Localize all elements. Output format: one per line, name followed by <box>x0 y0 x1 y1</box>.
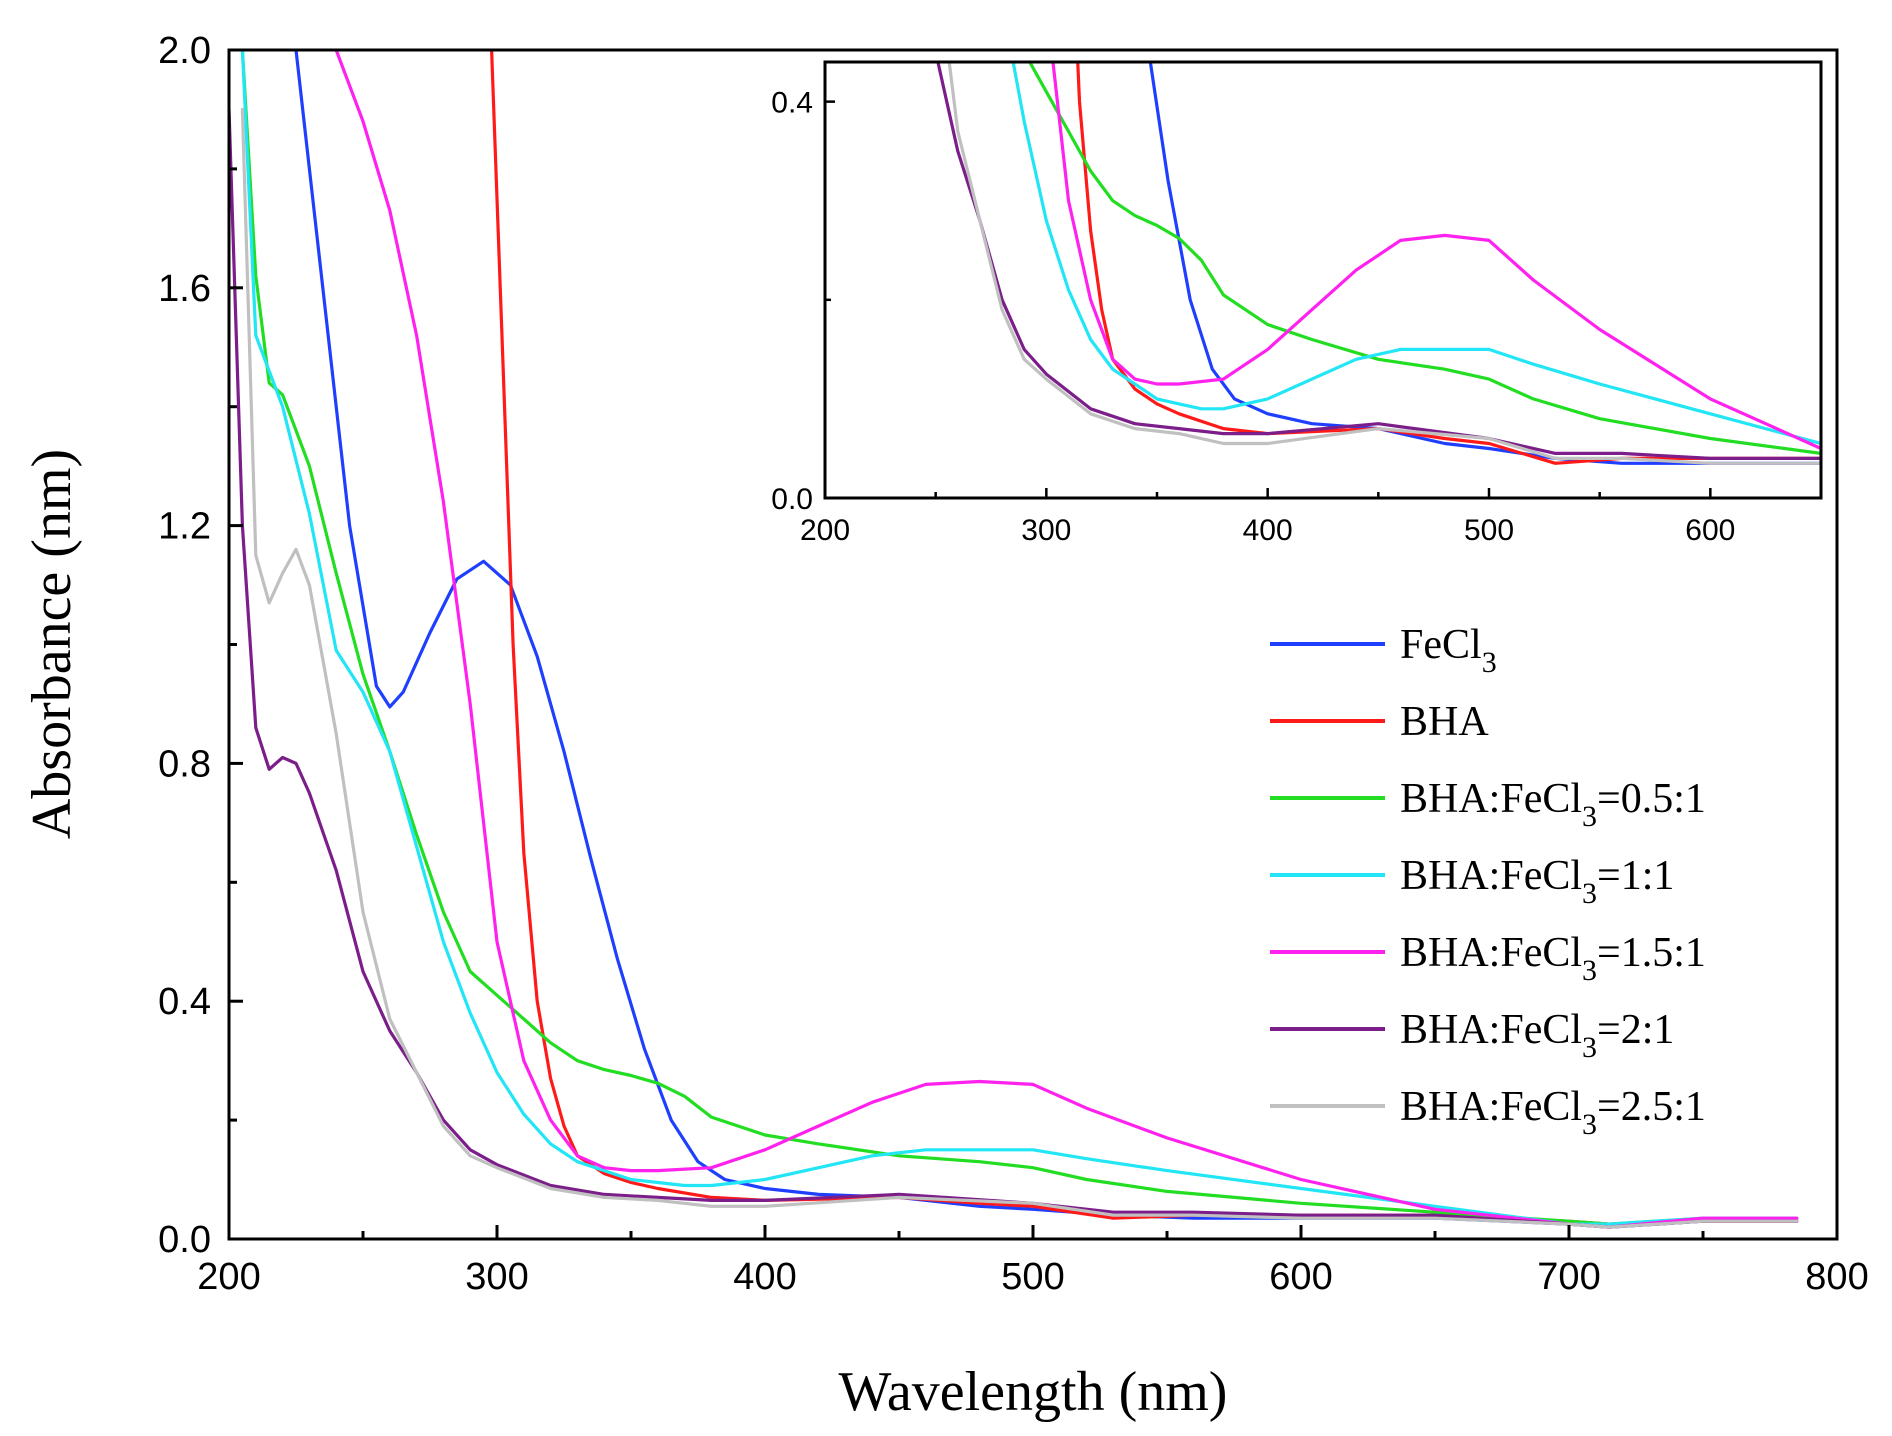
x-tick-label: 400 <box>733 1256 796 1298</box>
inset-x-tick-label: 300 <box>1021 514 1071 547</box>
y-tick-label: 1.2 <box>158 506 211 548</box>
legend-item-bha: BHA <box>1270 699 1489 745</box>
main-plot: 200 300 400 500 600 700 800 0.0 0.4 0.8 1.2 1.6 2.0 <box>158 30 1869 1298</box>
main-tick-labels: 200 300 400 500 600 700 800 0.0 0.4 0.8 1.2 1.6 2.0 <box>158 30 1869 1298</box>
legend-label: BHA:FeCl3=1.5:1 <box>1400 930 1706 987</box>
x-tick-label: 700 <box>1537 1256 1600 1298</box>
main-series-group <box>229 50 1799 1229</box>
series-line-bha-fecl3-2-1 <box>229 107 1799 1229</box>
legend-label: BHA:FeCl3=0.5:1 <box>1400 776 1706 833</box>
legend-label: FeCl3 <box>1400 622 1497 679</box>
x-tick-label: 800 <box>1805 1256 1868 1298</box>
legend-item-bha-fecl3-1-5-1: BHA:FeCl3=1.5:1 <box>1270 930 1706 987</box>
inset-x-tick-label: 500 <box>1464 514 1514 547</box>
series-line-bha-fecl3-1-1 <box>240 50 1799 1226</box>
series-line-bha-fecl3-2-5-1 <box>240 107 1799 1229</box>
y-tick-label: 0.8 <box>158 743 211 785</box>
inset-x-tick-label: 400 <box>1243 514 1293 547</box>
inset-tick-labels: 200 300 400 500 600 0.0 0.4 <box>771 87 1735 547</box>
legend-label: BHA <box>1400 699 1489 745</box>
inset-series-line-bha-fecl3-1-5-1 <box>1051 62 1821 451</box>
inset-y-tick-label: 0.4 <box>771 87 813 120</box>
x-tick-label: 500 <box>1001 1256 1064 1298</box>
legend: FeCl3 BHA BHA:FeCl3=0.5:1 BHA:FeCl3=1:1 BHA:… <box>1270 622 1706 1141</box>
legend-label: BHA:FeCl3=1:1 <box>1400 853 1674 910</box>
inset-y-tick-label: 0.0 <box>771 483 813 516</box>
y-tick-label: 0.4 <box>158 981 211 1023</box>
inset-axis-ticks <box>823 100 1712 500</box>
inset-series-group <box>936 62 1821 465</box>
inset-background <box>822 60 1822 500</box>
legend-item-bha-fecl3-2-1: BHA:FeCl3=2:1 <box>1270 1007 1674 1064</box>
x-axis-title: Wavelength (nm) <box>839 1361 1228 1423</box>
inset-plot: 200 300 400 500 600 0.0 0.4 <box>771 60 1823 547</box>
inset-series-line-bha-fecl3-2-5-1 <box>947 62 1821 465</box>
x-tick-label: 200 <box>197 1256 260 1298</box>
inset-series-line-bha <box>1076 62 1821 465</box>
inset-series-line-bha-fecl3-0-5-1 <box>1027 62 1821 455</box>
legend-item-fecl3: FeCl3 <box>1270 622 1497 679</box>
y-tick-label: 2.0 <box>158 30 211 72</box>
main-axis-ticks <box>227 48 1839 1241</box>
legend-item-bha-fecl3-0-5-1: BHA:FeCl3=0.5:1 <box>1270 776 1706 833</box>
x-tick-label: 600 <box>1269 1256 1332 1298</box>
inset-x-tick-label: 600 <box>1685 514 1735 547</box>
legend-item-bha-fecl3-2-5-1: BHA:FeCl3=2.5:1 <box>1270 1084 1706 1141</box>
legend-label: BHA:FeCl3=2.5:1 <box>1400 1084 1706 1141</box>
inset-x-tick-label: 200 <box>800 514 850 547</box>
y-tick-label: 0.0 <box>158 1219 211 1261</box>
series-line-bha-fecl3-0-5-1 <box>240 50 1799 1226</box>
inset-series-line-bha-fecl3-1-1 <box>1011 62 1821 446</box>
y-tick-label: 1.6 <box>158 268 211 310</box>
legend-item-bha-fecl3-1-1: BHA:FeCl3=1:1 <box>1270 853 1674 910</box>
inset-series-line-fecl3 <box>1148 62 1821 465</box>
inset-plot-frame <box>823 60 1823 500</box>
y-axis-title: Absorbance (nm) <box>21 449 83 839</box>
legend-label: BHA:FeCl3=2:1 <box>1400 1007 1674 1064</box>
series-line-bha-fecl3-1-5-1 <box>334 50 1799 1229</box>
x-tick-label: 300 <box>465 1256 528 1298</box>
